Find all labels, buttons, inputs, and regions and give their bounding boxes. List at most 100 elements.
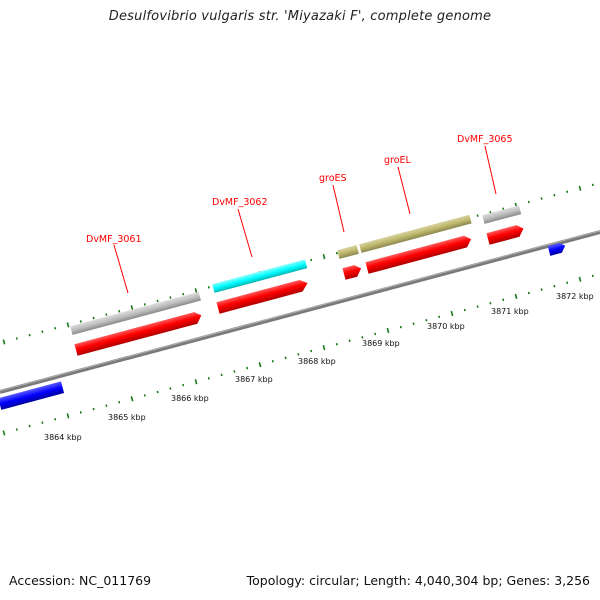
lower-track-tick [399,325,402,329]
upper-track-tick [489,210,492,214]
genome-backbone [0,230,600,394]
lower-track-tick [361,336,364,339]
lower-track-tick [207,377,210,380]
gene-label-dvmf-3065[interactable]: DvMF_3065 [457,134,513,145]
lower-track-tick [271,359,274,363]
upper-track-tick [591,183,594,187]
upper-track-tick [15,337,18,340]
lower-track-tick [220,373,223,377]
gene-blue-right-arrow[interactable] [547,242,567,256]
lower-track-tick [553,284,556,288]
lower-track-tick [566,281,569,284]
scale-label-3871: 3871 kbp [491,307,529,316]
upper-track-tick [2,339,6,345]
cds-dvmf-3065-arrow[interactable] [486,224,525,245]
lower-track-tick [15,428,18,431]
upper-track-tick [322,253,326,260]
upper-track-tick [310,258,313,262]
upper-track-tick [207,286,210,289]
lower-track-tick [258,362,262,368]
lower-track-tick [322,344,326,351]
lower-track-tick [527,291,530,295]
scale-label-3870: 3870 kbp [427,322,465,331]
lower-track-tick [463,308,466,312]
upper-track-tick [540,197,543,200]
scale-label-3869: 3869 kbp [362,339,400,348]
upper-track-tick [54,327,57,330]
lower-tick-track [2,274,594,436]
gene-label-dvmf-3061[interactable]: DvMF_3061 [86,234,142,245]
lower-track-tick [450,310,454,317]
lower-track-tick [130,396,134,402]
lower-track-tick [79,411,82,414]
scale-label-3872: 3872 kbp [556,292,594,301]
lower-track-tick [335,342,338,346]
upper-track-tick [335,251,338,255]
lower-track-tick [66,413,70,419]
lower-track-tick [105,404,108,407]
cds-groes-arrow[interactable] [342,264,362,280]
lower-track-tick [310,349,313,353]
lower-track-tick [425,319,428,322]
lower-track-tick [41,421,44,424]
upper-track-tick [502,207,505,211]
lower-track-tick [284,356,287,360]
cds-groel-arrow[interactable] [365,234,472,274]
cds-dvmf-3062-arrow[interactable] [216,278,309,314]
genome-title: Desulfovibrio vulgaris str. 'Miyazaki F'… [108,9,492,24]
lower-track-tick [578,276,582,282]
lower-track-tick [412,322,415,325]
scale-label-3866: 3866 kbp [171,394,209,403]
scale-labels: 3864 kbp 3865 kbp 3866 kbp 3867 kbp 3868… [44,292,594,442]
gene-groes-bar[interactable] [337,245,359,259]
lower-track-tick [118,400,121,404]
upper-track-tick [566,190,569,193]
upper-track-tick [578,185,582,191]
upper-track-tick [156,299,159,303]
lower-track-tick [194,379,198,385]
upper-track-tick [182,292,185,296]
gene-dvmf-3062-bar[interactable] [212,259,308,293]
lower-track-tick [374,332,377,336]
lower-track-tick [143,394,146,397]
upper-track-tick [92,316,95,320]
lower-track-tick [182,383,185,387]
gene-groel-bar[interactable] [359,214,472,253]
gene-label-groes[interactable]: groES [319,173,347,184]
scale-label-3864: 3864 kbp [44,433,82,442]
genome-backbone-highlight [0,230,600,392]
lower-track-tick [233,370,236,373]
upper-track-tick [527,200,530,204]
lower-track-tick [591,274,594,278]
lower-track-tick [386,327,390,334]
lower-track-tick [502,298,505,302]
lower-track-tick [169,387,172,390]
lower-track-tick [476,305,479,308]
scale-label-3867: 3867 kbp [235,375,273,384]
upper-track-tick [169,296,172,299]
cds-dvmf-3061-arrow[interactable] [74,311,203,356]
upper-track-tick [130,305,134,311]
lower-track-tick [297,353,300,356]
gene-blue-left-bar[interactable] [0,381,65,410]
scale-label-3865: 3865 kbp [108,413,146,422]
upper-track-tick [28,333,31,337]
lower-track-tick [2,430,6,436]
scale-label-3868: 3868 kbp [298,357,336,366]
upper-track-tick [105,313,108,316]
gene-dvmf-3065-bar[interactable] [482,205,522,224]
upper-track-tick [41,330,44,333]
gene-dvmf-3061-bar[interactable] [70,291,201,335]
upper-track-tick [79,320,82,323]
lower-track-tick [438,315,441,319]
label-leaders [113,145,497,294]
genome-summary-text: Topology: circular; Length: 4,040,304 bp… [246,573,590,588]
gene-label-dvmf-3062[interactable]: DvMF_3062 [212,197,268,208]
gene-label-groel[interactable]: groEL [384,155,412,166]
upper-track-tick [476,214,479,217]
gene-labels: DvMF_3061 DvMF_3062 groES groEL DvMF_306… [86,134,513,245]
lower-track-tick [348,339,351,343]
lower-track-tick [540,288,543,291]
upper-track-tick [143,303,146,306]
